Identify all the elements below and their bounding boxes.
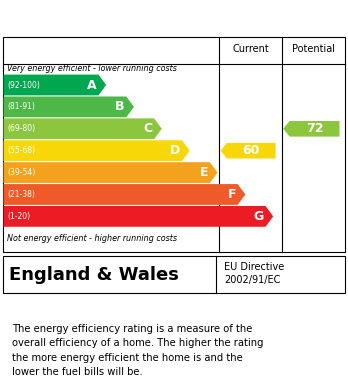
- Polygon shape: [3, 162, 218, 183]
- Text: 72: 72: [306, 122, 323, 135]
- Text: The energy efficiency rating is a measure of the
overall efficiency of a home. T: The energy efficiency rating is a measur…: [12, 324, 264, 377]
- Text: E: E: [200, 166, 208, 179]
- Text: (69-80): (69-80): [8, 124, 36, 133]
- Text: (1-20): (1-20): [8, 212, 31, 221]
- Text: Very energy efficient - lower running costs: Very energy efficient - lower running co…: [7, 63, 177, 73]
- Text: (81-91): (81-91): [8, 102, 35, 111]
- Text: A: A: [87, 79, 97, 91]
- Polygon shape: [3, 184, 245, 205]
- Text: C: C: [143, 122, 152, 135]
- Polygon shape: [3, 140, 190, 161]
- Polygon shape: [3, 75, 106, 95]
- Text: B: B: [115, 100, 125, 113]
- Text: (39-54): (39-54): [8, 168, 36, 177]
- Polygon shape: [221, 143, 276, 158]
- Polygon shape: [3, 118, 162, 139]
- Text: Current: Current: [232, 45, 269, 54]
- Text: Not energy efficient - higher running costs: Not energy efficient - higher running co…: [7, 234, 177, 243]
- Text: Potential: Potential: [292, 45, 335, 54]
- Text: EU Directive
2002/91/EC: EU Directive 2002/91/EC: [224, 262, 285, 285]
- Polygon shape: [283, 121, 340, 136]
- Text: 60: 60: [243, 144, 260, 157]
- Text: Energy Efficiency Rating: Energy Efficiency Rating: [10, 9, 239, 27]
- Text: (21-38): (21-38): [8, 190, 35, 199]
- Text: G: G: [254, 210, 264, 223]
- Text: D: D: [170, 144, 180, 157]
- Text: F: F: [228, 188, 236, 201]
- Text: (92-100): (92-100): [8, 81, 40, 90]
- Text: (55-68): (55-68): [8, 146, 36, 155]
- Text: England & Wales: England & Wales: [9, 265, 179, 284]
- Polygon shape: [3, 97, 134, 117]
- Polygon shape: [3, 206, 273, 227]
